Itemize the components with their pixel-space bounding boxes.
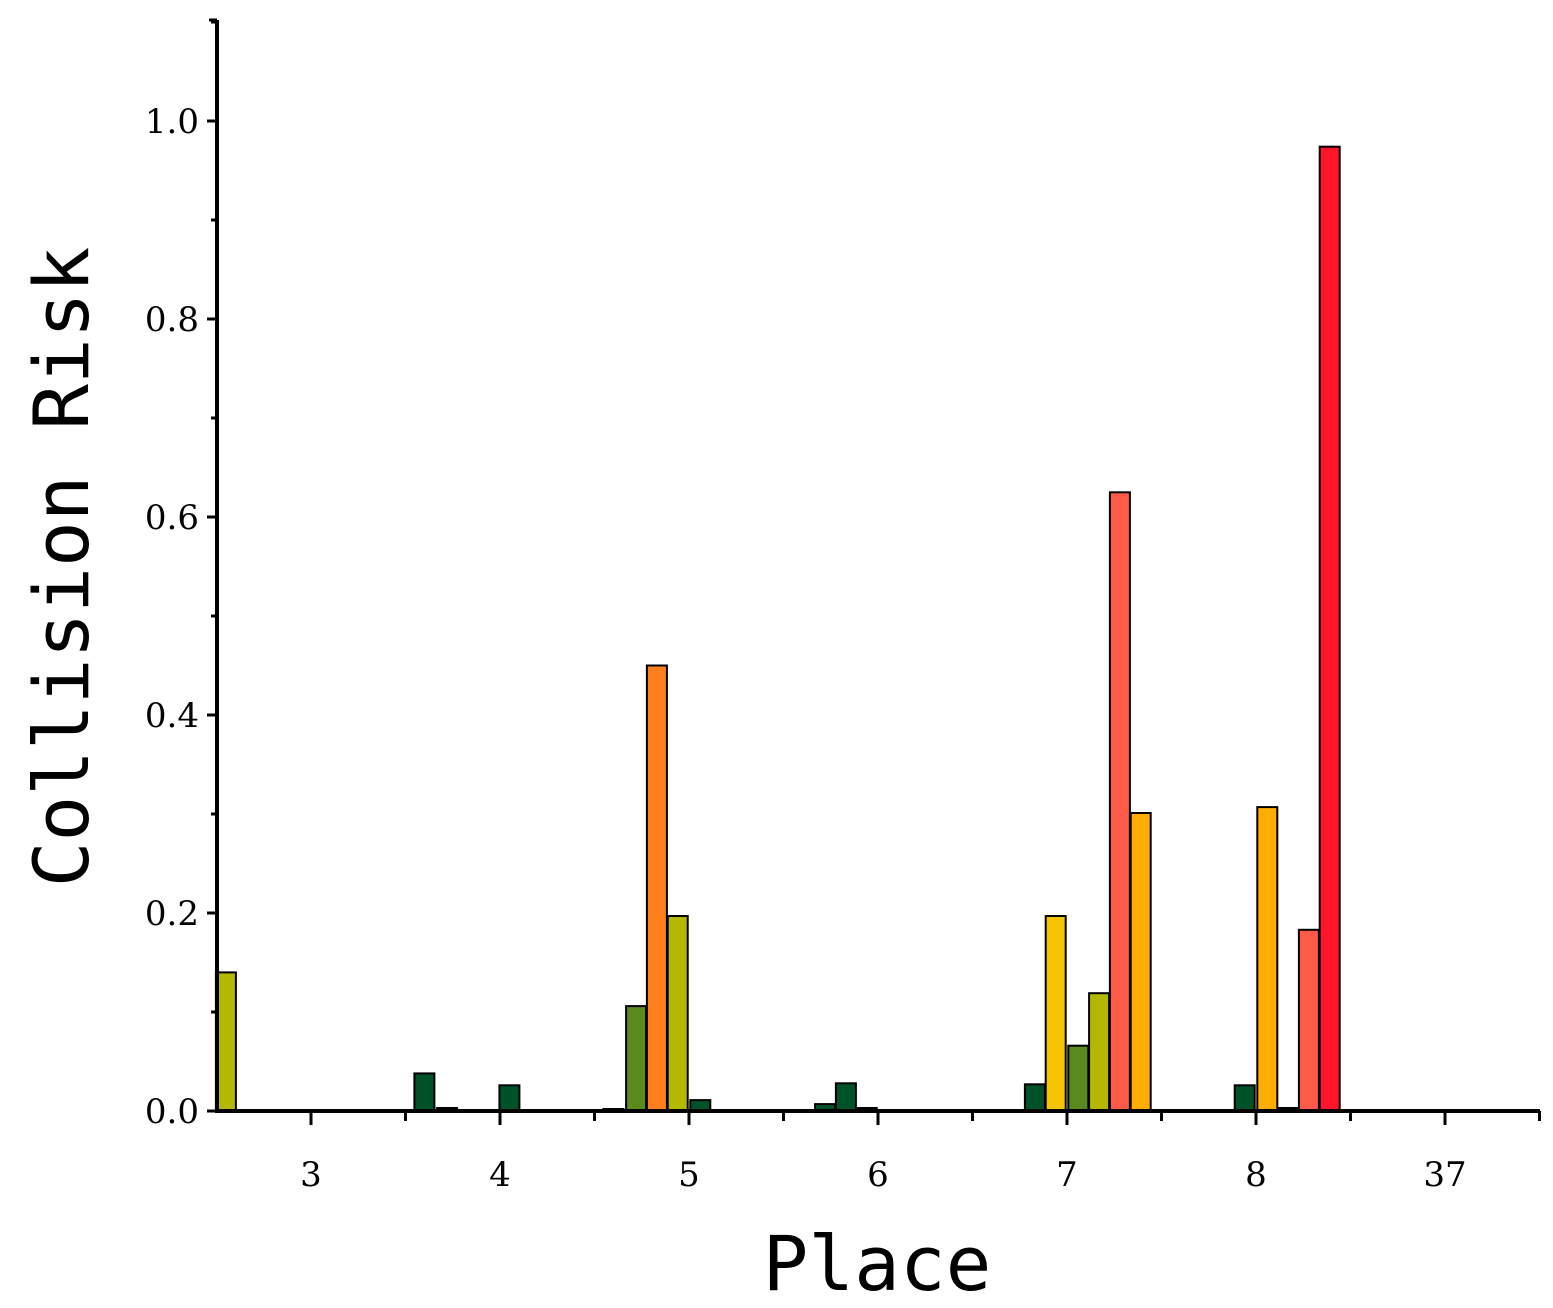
bar-6 (645, 664, 668, 1112)
x-tick-label: 7 (1056, 1155, 1078, 1195)
ticks-layer: 0.0 0.2 0.4 0.6 0.8 1.0 3 4 5 6 7 8 37 (145, 18, 1541, 1195)
bar-14 (1067, 1044, 1090, 1112)
x-tick-label: 8 (1245, 1155, 1267, 1195)
y-tick-label: 0.0 (145, 1092, 199, 1132)
y-tick-label: 0.6 (145, 498, 199, 538)
bars-layer (214, 145, 1341, 1113)
axes-layer (215, 20, 1540, 1113)
x-tick-label: 37 (1423, 1155, 1466, 1195)
bar-22 (1318, 145, 1341, 1112)
bar-21 (1297, 928, 1320, 1112)
bar-16 (1108, 491, 1131, 1113)
x-tick-label: 3 (300, 1155, 322, 1195)
bar-15 (1088, 992, 1111, 1113)
x-axis-title: Place (763, 1219, 992, 1308)
bar-12 (1023, 1083, 1046, 1113)
bar-17 (1129, 812, 1152, 1112)
bar-3 (498, 1084, 521, 1113)
y-tick-label: 1.0 (145, 102, 199, 142)
y-axis-title: Collision Risk (17, 247, 106, 888)
x-tick-label: 6 (867, 1155, 889, 1195)
y-tick-label: 0.2 (145, 894, 199, 934)
bar-10 (834, 1082, 857, 1113)
bar-1 (413, 1072, 436, 1113)
x-tick-label: 4 (489, 1155, 511, 1195)
y-tick-label: 0.8 (145, 300, 199, 340)
bar-5 (625, 1005, 648, 1112)
x-tick-label: 5 (678, 1155, 700, 1195)
bar-13 (1044, 915, 1067, 1112)
bar-19 (1256, 806, 1279, 1112)
bar-18 (1233, 1084, 1256, 1113)
y-tick-label: 0.4 (145, 696, 199, 736)
bar-7 (666, 915, 689, 1112)
